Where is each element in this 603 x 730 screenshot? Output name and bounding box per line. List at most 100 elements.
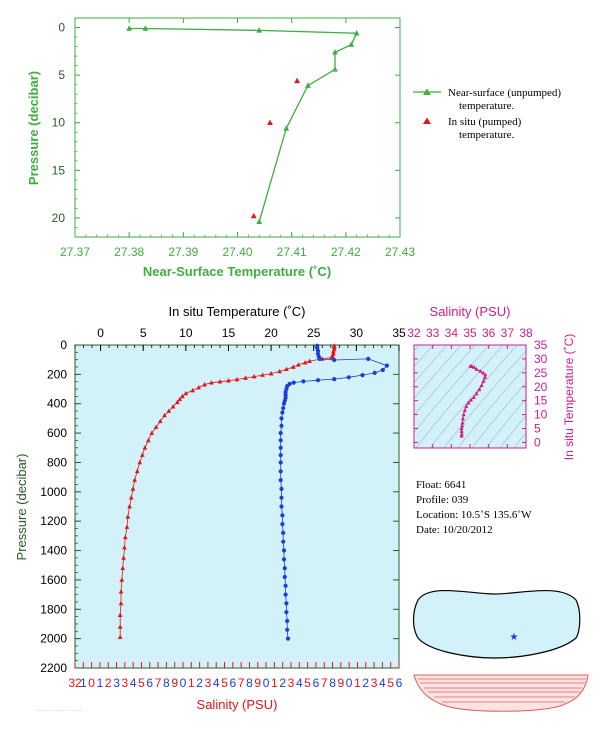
temperature-point xyxy=(260,372,265,377)
profile-salinity-tick-label: 2 xyxy=(279,676,286,690)
ts-point xyxy=(460,420,465,425)
near-surface-series xyxy=(126,25,360,225)
temperature-point xyxy=(302,360,308,365)
near-surface-y-tick-label: 15 xyxy=(52,163,66,177)
ts-y-tick-label: 30 xyxy=(534,352,548,366)
temperature-point xyxy=(234,376,240,382)
ts-y-tick-label: 25 xyxy=(534,366,548,380)
profile-top-axis-title: In situ Temperature (˚C) xyxy=(168,304,305,319)
profile-salinity-tick-label: 6 xyxy=(230,676,237,690)
profile-salinity-tick-label: 7 xyxy=(155,676,162,690)
ts-density-contour xyxy=(443,350,526,448)
profile-y-tick-label: 400 xyxy=(47,397,67,411)
near-surface-x-tick-label: 27.42 xyxy=(331,245,361,259)
near-surface-y-tick-label: 10 xyxy=(52,116,66,130)
temperature-point xyxy=(120,565,126,570)
temperature-point xyxy=(122,534,128,540)
temperature-point xyxy=(157,418,163,424)
salinity-point xyxy=(332,377,337,382)
ts-density-contour xyxy=(485,398,526,448)
profile-salinity-tick-label: 3 xyxy=(113,676,120,690)
profile-temp-tick-label: 20 xyxy=(264,326,278,340)
ts-density-contour xyxy=(414,345,434,367)
salinity-point xyxy=(285,636,291,641)
ts-y-tick-label: 5 xyxy=(534,422,541,436)
salinity-point xyxy=(315,348,321,353)
bathymetry-map xyxy=(413,674,589,712)
near-surface-unpumped-point xyxy=(348,41,355,47)
ts-density-contour xyxy=(457,366,526,448)
profile-y-tick-label: 1200 xyxy=(40,514,67,528)
profile-salinity-tick-label: 4 xyxy=(296,676,303,690)
salinity-point xyxy=(284,610,289,615)
profile-bottom-axis-title: Salinity (PSU) xyxy=(197,697,278,712)
profile-salinity-tick-label: 0 xyxy=(263,676,270,690)
salinity-point xyxy=(317,356,322,361)
ts-point xyxy=(459,428,464,433)
near-surface-unpumped-point xyxy=(256,27,263,33)
near-surface-x-tick-label: 27.40 xyxy=(222,245,252,259)
salinity-point xyxy=(278,469,283,474)
ts-y-tick-label: 15 xyxy=(534,394,548,408)
ts-point xyxy=(481,378,486,383)
temperature-point xyxy=(117,624,123,629)
profile-salinity-tick-label: 6 xyxy=(396,676,403,690)
temperature-point xyxy=(118,589,124,594)
profile-y-tick-label: 1000 xyxy=(40,485,67,499)
profile-series xyxy=(117,343,389,641)
near-surface-chart: 27.37 27.38 27.39 27.40 27.41 27.42 27.43 0 5 10 1… xyxy=(26,17,415,279)
ts-point xyxy=(482,375,488,380)
profile-salinity-tick-label: 9 xyxy=(254,676,261,690)
profile-temp-tick-label: 30 xyxy=(350,326,364,340)
ts-density-contour xyxy=(415,345,504,448)
bathymetry-shape xyxy=(413,674,589,712)
ts-density-contour xyxy=(429,345,518,448)
ts-x-tick-label: 36 xyxy=(482,326,496,340)
legend-unpumped-marker xyxy=(423,88,431,95)
legend-unpumped-label-2: temperature. xyxy=(459,100,515,112)
salinity-point xyxy=(278,453,283,458)
float-location: Location: 10.5˚S 135.6˚W xyxy=(416,509,532,521)
temperature-point xyxy=(190,387,196,393)
profile-y-tick-label: 200 xyxy=(47,367,67,381)
temperature-point xyxy=(284,366,289,372)
ts-point xyxy=(459,431,464,436)
salinity-point xyxy=(372,370,377,375)
temperature-point xyxy=(132,477,138,482)
ts-y-tick-label: 10 xyxy=(534,408,548,422)
near-surface-x-axis-title: Near-Surface Temperature (˚C) xyxy=(143,264,331,279)
legend-unpumped-label: Near-surface (unpumped) xyxy=(448,87,561,99)
salinity-point xyxy=(284,601,289,606)
salinity-point xyxy=(283,389,288,395)
salinity-point xyxy=(280,410,285,415)
near-surface-unpumped-point xyxy=(283,125,290,131)
temperature-point xyxy=(202,382,207,387)
temperature-point xyxy=(117,612,123,617)
profile-salinity-tick-label: 9 xyxy=(338,676,345,690)
profile-salinity-tick-label: 9 xyxy=(171,676,178,690)
near-surface-x-tick-label: 27.38 xyxy=(114,245,144,259)
profile-salinity-tick-label: 3 xyxy=(205,676,212,690)
profile-ticks: 0200400600800100012001400160018002000220… xyxy=(40,326,406,690)
temperature-point xyxy=(180,393,185,399)
profile-salinity-tick-label: 6 xyxy=(313,676,320,690)
ts-density-contour xyxy=(414,345,448,383)
temperature-point xyxy=(251,373,257,379)
ts-y-tick-label: 35 xyxy=(534,338,548,352)
profile-salinity-tick-label: 8 xyxy=(246,676,253,690)
ts-x-tick-label: 34 xyxy=(445,326,459,340)
ts-y-tick-label: 20 xyxy=(534,380,548,394)
temperature-point xyxy=(217,379,223,384)
temperature-point xyxy=(130,486,136,491)
temperature-point xyxy=(128,495,134,500)
salinity-point xyxy=(283,392,288,397)
temperature-point xyxy=(296,362,301,367)
ts-point xyxy=(459,426,464,431)
ts-point xyxy=(460,423,465,428)
profile-y-tick-label: 1600 xyxy=(40,573,67,587)
salinity-point xyxy=(278,438,283,443)
salinity-point xyxy=(384,363,389,368)
ts-point xyxy=(480,370,486,375)
salinity-point xyxy=(278,431,283,436)
